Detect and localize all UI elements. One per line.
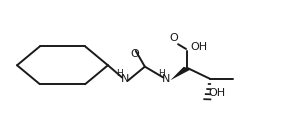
Text: OH: OH [191,42,208,52]
Text: H: H [158,69,164,78]
Text: N: N [162,74,170,84]
Text: N: N [121,74,129,84]
Text: O: O [131,49,139,59]
Text: OH: OH [209,88,226,98]
Text: O: O [170,33,178,43]
Polygon shape [170,67,191,80]
Text: H: H [116,69,123,78]
